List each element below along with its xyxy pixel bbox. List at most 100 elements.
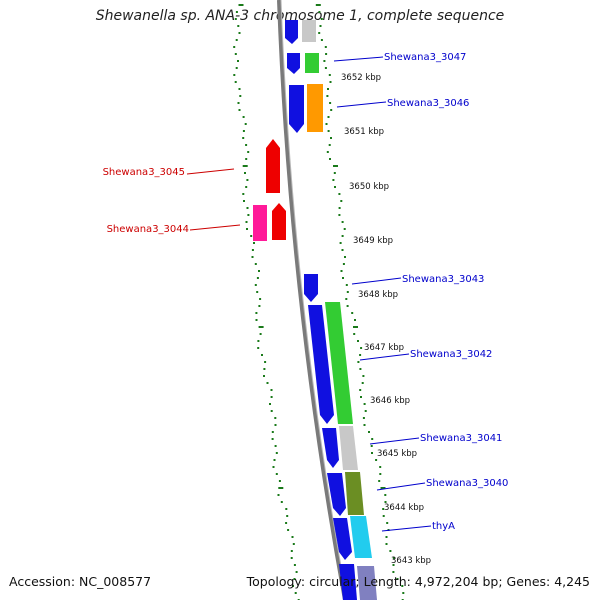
gc-dot [389, 550, 392, 552]
gc-dot [293, 578, 296, 580]
gc-dot [269, 403, 271, 405]
gc-dot [375, 459, 378, 461]
gc-dot [235, 39, 238, 41]
gc-dot [273, 459, 276, 461]
gc-dot [290, 557, 293, 559]
gc-dot [327, 130, 330, 132]
gc-dot [270, 410, 273, 412]
gc-content-inner-track [315, 4, 405, 600]
gc-dot [324, 67, 327, 69]
gc-dot [242, 116, 245, 118]
gene-arrow-forward [287, 53, 300, 74]
gene-label: Shewana3_3043 [402, 274, 484, 285]
gc-dot [235, 11, 238, 13]
gene-label-leaders [186, 56, 432, 532]
gc-dot [330, 109, 333, 111]
gc-dot [280, 501, 283, 503]
gene-label: thyA [432, 521, 455, 532]
gc-dot [384, 501, 387, 503]
gene-labels: Shewana3_3047 Shewana3_3046 Shewana3_304… [103, 52, 509, 532]
gc-dot [353, 333, 356, 335]
gc-dot [380, 487, 386, 489]
gc-dot [234, 81, 237, 83]
gc-dot [242, 137, 245, 139]
gc-dot [242, 193, 245, 195]
gene-arrow-forward [327, 473, 346, 516]
gene-label: Shewana3_3046 [387, 98, 469, 109]
gene-arrow-forward [308, 305, 334, 424]
gc-dot [343, 228, 346, 230]
gc-dot [255, 312, 258, 314]
gc-dot [285, 522, 288, 524]
gc-dot [341, 249, 344, 251]
gc-dot [345, 284, 348, 286]
gc-dot [256, 277, 259, 279]
gc-dot [328, 74, 331, 76]
gc-dot [274, 417, 277, 419]
gc-dot [271, 438, 274, 440]
leader-line [333, 56, 384, 62]
leader-line [359, 353, 410, 361]
gc-dot [234, 18, 237, 20]
kbp-tick-label: 3652 kbp [341, 73, 381, 83]
gc-dot [247, 151, 250, 153]
gc-dot [272, 466, 275, 468]
gc-dot [237, 102, 240, 104]
gc-dot [333, 172, 336, 174]
gc-dot [245, 186, 248, 188]
gc-dot [363, 424, 366, 426]
gc-dot [266, 382, 269, 384]
gc-dot [246, 179, 249, 181]
leader-line [189, 224, 241, 231]
gc-dot [270, 396, 273, 398]
gc-dot [357, 340, 359, 342]
kbp-tick-label: 3646 kbp [370, 396, 410, 406]
gc-dot [290, 550, 293, 552]
gc-dot [253, 242, 255, 244]
gc-dot [257, 340, 260, 342]
gc-dot [235, 67, 238, 69]
gc-dot [243, 200, 245, 202]
gene-arrow-forward [289, 85, 304, 133]
gc-dot [271, 431, 274, 433]
gc-dot [320, 18, 323, 20]
gc-dot [294, 592, 297, 594]
gc-dot [242, 130, 245, 132]
gc-dot [359, 354, 362, 356]
gc-dot [342, 277, 344, 279]
gc-dot [364, 410, 367, 412]
gc-dot [287, 529, 290, 531]
gc-dot [254, 263, 257, 265]
gc-dot [386, 522, 389, 524]
gc-dot [338, 207, 341, 209]
gc-dot [329, 158, 331, 160]
gc-dot [270, 389, 273, 391]
gc-dot [341, 221, 344, 223]
gene-label: Shewana3_3047 [384, 52, 466, 63]
gene-label: Shewana3_3045 [103, 167, 185, 178]
gene-features [253, 20, 377, 600]
gc-dot [326, 151, 329, 153]
gene-box-grey [302, 20, 316, 42]
gc-dot [384, 494, 387, 496]
leader-line [351, 277, 402, 285]
gc-dot [359, 389, 362, 391]
gene-box-magenta [253, 205, 267, 241]
gene-arrow-forward [339, 564, 357, 600]
gc-dot [354, 319, 356, 321]
gc-dot [332, 179, 335, 181]
gc-dot [315, 4, 321, 6]
gc-dot [258, 270, 260, 272]
gc-dot [357, 361, 360, 363]
gc-dot [237, 60, 239, 62]
gc-dot [278, 487, 284, 489]
gc-dot [278, 480, 281, 482]
gc-dot [368, 431, 370, 433]
kbp-tick-label: 3651 kbp [344, 127, 384, 137]
gene-arrow-reverse [266, 139, 280, 193]
gc-dot [379, 466, 382, 468]
gc-dot [360, 347, 363, 349]
gc-dot [237, 25, 240, 27]
gc-dot [341, 235, 344, 237]
gene-box-orange [307, 84, 323, 132]
